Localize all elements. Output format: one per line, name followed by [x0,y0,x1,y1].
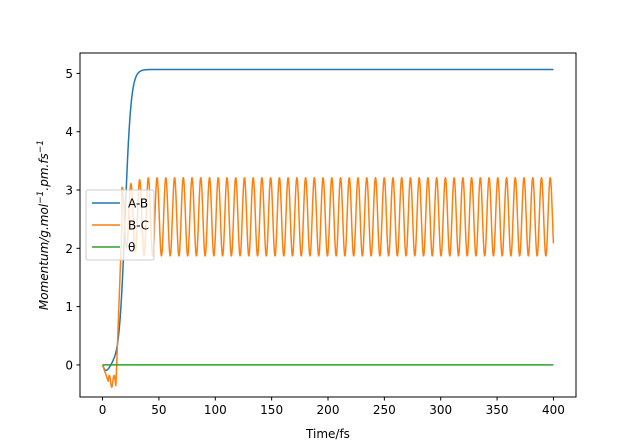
y-axis-label: Momentum/g.mol−1.pm.fs−1 [36,140,51,310]
x-tick-label: 0 [99,403,107,417]
x-tick-label: 100 [204,403,227,417]
y-tick-label: 4 [65,125,73,139]
series-line-b-c [101,177,555,388]
y-axis: 0 1 2 3 4 5 [65,67,80,372]
x-tick-label: 50 [151,403,166,417]
legend-label: θ [128,241,135,255]
legend-label: A-B [128,197,148,211]
x-tick-label: 200 [317,403,340,417]
y-tick-label: 2 [65,242,73,256]
series-line-a-b [101,68,555,372]
legend: A-B B-C θ [85,189,155,261]
x-tick-label: 350 [486,403,509,417]
y-tick-label: 3 [65,184,73,198]
y-tick-label: 1 [65,300,73,314]
x-tick-label: 150 [260,403,283,417]
x-tick-label: 300 [429,403,452,417]
y-axis-label-main: Momentum/g.mol [37,203,51,310]
x-axis-label: Time/fs [305,427,350,441]
y-axis-label-exp2: −1 [36,140,46,153]
legend-label: B-C [128,219,149,233]
y-tick-label: 0 [65,358,73,372]
y-axis-label-mid: .pm.fs [37,153,51,190]
x-axis: 0 50 100 150 200 250 300 350 400 [99,397,565,417]
plot-lines [101,68,555,388]
x-tick-label: 400 [542,403,565,417]
y-tick-label: 5 [65,67,73,81]
y-axis-label-exp1: −1 [36,191,46,204]
x-tick-label: 250 [373,403,396,417]
